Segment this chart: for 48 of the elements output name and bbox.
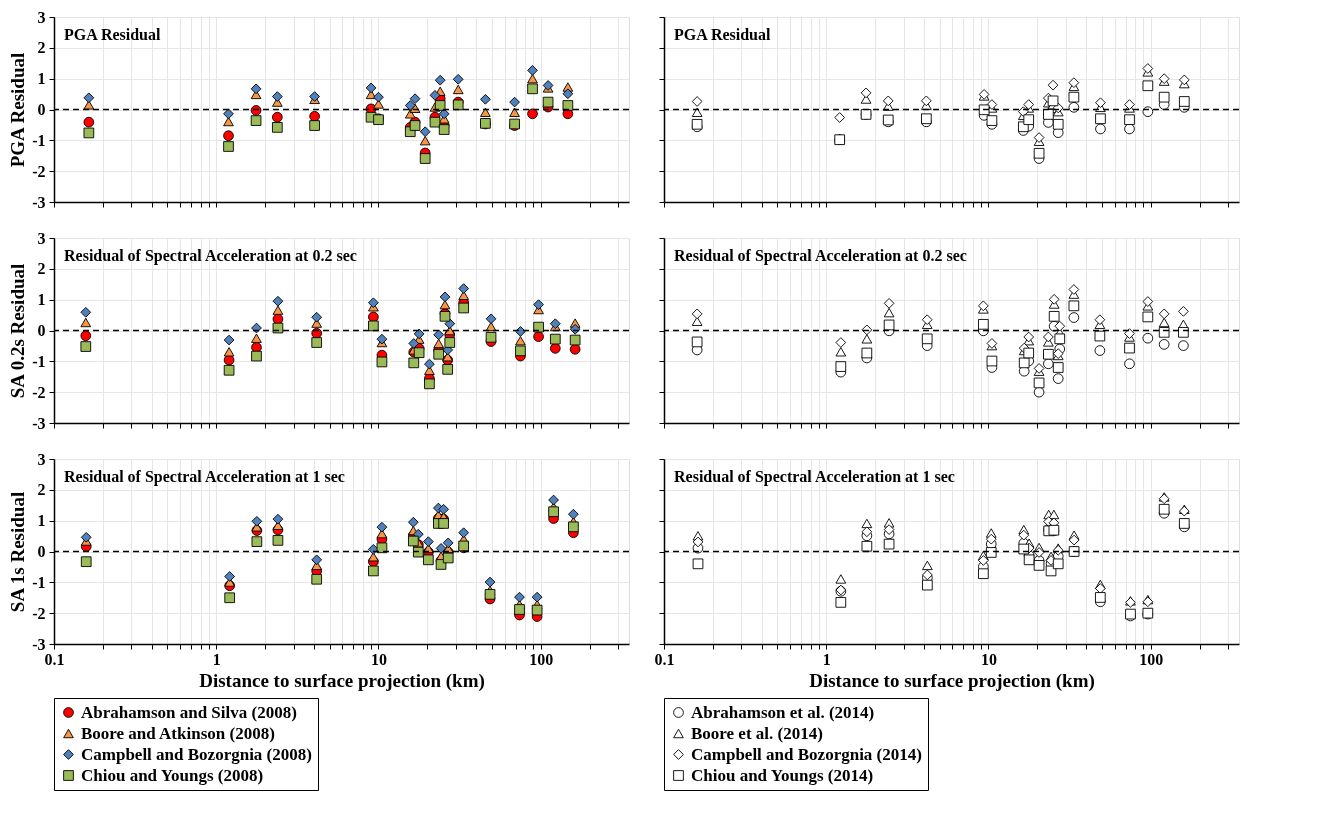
x-axis-title: Distance to surface projection (km) <box>199 669 485 692</box>
y-tick-label: 3 <box>37 450 46 468</box>
x-tick-label: 0.1 <box>44 650 65 668</box>
legend-label: Abrahamson et al. (2014) <box>691 702 875 722</box>
y-tick-label: -1 <box>32 131 46 149</box>
x-tick-label: 10 <box>980 650 997 668</box>
y-tick-label: -3 <box>32 635 46 653</box>
legend-label: Boore and Atkinson (2008) <box>81 723 275 743</box>
legend-label: Abrahamson and Silva (2008) <box>81 702 297 722</box>
text: Residual of Spectral Acceleration at 0.2 sec <box>674 247 967 265</box>
legend-label: Campbell and Bozorgnia (2008) <box>81 744 312 764</box>
y-tick-label: 1 <box>37 291 46 309</box>
legend-label: Campbell and Bozorgnia (2014) <box>691 744 922 764</box>
y-tick-label: 0 <box>37 101 46 118</box>
y-tick-label: -2 <box>32 383 46 401</box>
y-axis-title: PGA Residual <box>7 52 29 168</box>
y-tick-label: 2 <box>37 260 46 278</box>
x-tick-label: 1 <box>212 650 221 668</box>
x-tick-label: 100 <box>1139 650 1164 668</box>
y-tick-label: -2 <box>32 162 46 180</box>
y-tick-label: 2 <box>37 481 46 499</box>
text: PGA Residual <box>64 26 162 43</box>
text: Residual of Spectral Acceleration at 1 sec <box>64 468 345 486</box>
text: Residual of Spectral Acceleration at 1 sec <box>674 468 955 486</box>
x-tick-label: 10 <box>370 650 387 668</box>
text: PGA Residual <box>674 26 772 43</box>
y-tick-label: 1 <box>37 512 46 530</box>
y-axis-title: SA 1s Residual <box>7 491 29 613</box>
y-tick-label: -1 <box>32 573 46 591</box>
legend-label: Chiou and Youngs (2008) <box>81 765 264 785</box>
x-tick-label: 1 <box>822 650 831 668</box>
legend-label: Chiou and Youngs (2014) <box>691 765 874 785</box>
text: Residual of Spectral Acceleration at 0.2 sec <box>64 247 357 265</box>
legend-label: Boore et al. (2014) <box>691 723 823 743</box>
x-tick-label: 0.1 <box>654 650 675 668</box>
y-tick-label: 2 <box>37 39 46 57</box>
y-tick-label: 0 <box>37 322 46 339</box>
y-tick-label: 1 <box>37 70 46 88</box>
x-axis-title: Distance to surface projection (km) <box>809 669 1095 692</box>
y-tick-label: 3 <box>37 229 46 247</box>
y-axis-title: SA 0.2s Residual <box>7 263 29 399</box>
y-tick-label: 0 <box>37 543 46 560</box>
y-tick-label: -1 <box>32 352 46 370</box>
y-tick-label: -2 <box>32 604 46 622</box>
x-tick-label: 100 <box>529 650 554 668</box>
y-tick-label: -3 <box>32 414 46 432</box>
y-tick-label: 3 <box>37 8 46 26</box>
y-tick-label: -3 <box>32 193 46 211</box>
